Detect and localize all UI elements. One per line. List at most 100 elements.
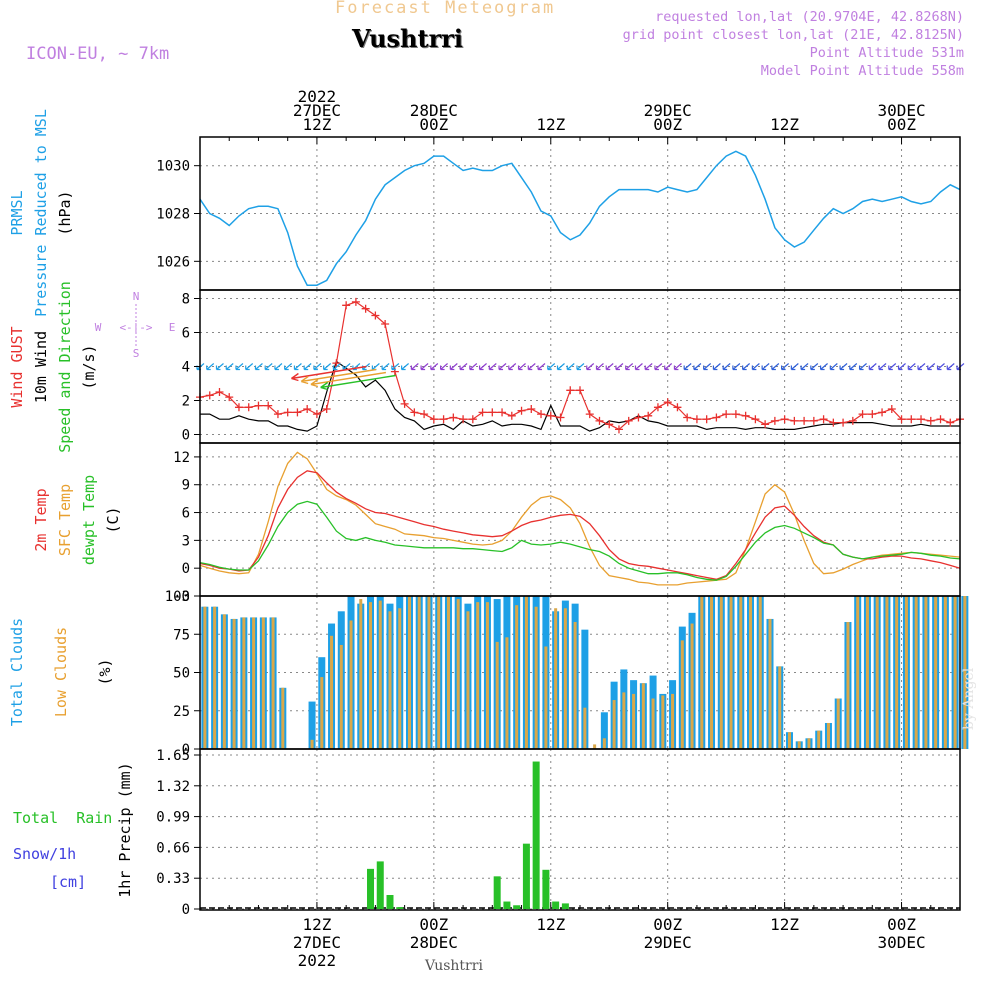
compass-n: N xyxy=(133,290,140,303)
gust-point-marker xyxy=(264,401,273,410)
low-cloud-bar xyxy=(271,617,275,749)
wind-direction-arrow xyxy=(547,363,556,371)
wind-direction-arrow xyxy=(810,363,819,371)
top-time-label: 28DEC xyxy=(410,101,458,120)
ytick-label-clouds: 50 xyxy=(173,666,190,682)
total-cloud-bar xyxy=(600,712,608,749)
location-title: Vushtrri xyxy=(352,24,463,53)
wind-direction-arrow xyxy=(293,363,302,371)
gust-point-marker xyxy=(273,410,282,419)
wind-direction-arrow xyxy=(381,363,390,371)
wind-direction-arrow xyxy=(566,363,575,371)
wind-direction-arrow xyxy=(732,363,741,371)
compass-arrow-h: <-|-> xyxy=(119,321,152,334)
wind-direction-arrow xyxy=(907,363,916,371)
gust-point-marker xyxy=(478,408,487,417)
gust-point-marker xyxy=(507,411,516,420)
wind-direction-arrow xyxy=(332,363,341,371)
low-cloud-bar xyxy=(261,617,265,749)
wind-direction-arrow xyxy=(790,363,799,371)
gust-point-marker xyxy=(829,418,838,427)
rain-bar xyxy=(386,895,394,909)
gust-point-marker xyxy=(332,359,341,368)
ytick-label-precip: 0.99 xyxy=(156,810,190,826)
gust-point-marker xyxy=(312,410,321,419)
gust-point-marker xyxy=(517,406,526,415)
legend-snow: Snow/1h xyxy=(13,845,77,863)
compass-w: W xyxy=(95,321,102,334)
bottom-time-label: 28DEC xyxy=(410,933,458,952)
wind-direction-arrow xyxy=(654,363,663,371)
low-cloud-bar xyxy=(914,596,918,749)
panel-label-wind: 10m Wind xyxy=(32,331,50,403)
rain-bar xyxy=(376,861,384,909)
low-cloud-bar xyxy=(895,596,899,749)
wind-direction-arrow xyxy=(829,363,838,371)
info-line-model-altitude: Model Point Altitude 558m xyxy=(760,63,964,79)
low-cloud-bar xyxy=(310,739,314,749)
low-cloud-bar xyxy=(787,732,791,749)
low-cloud-bar xyxy=(641,683,645,749)
wind-direction-arrow xyxy=(839,363,848,371)
gust-point-marker xyxy=(400,399,409,408)
wind-direction-arrow xyxy=(313,363,322,371)
gust-point-marker xyxy=(761,420,770,429)
credit-watermark: by Angel xyxy=(961,667,977,730)
low-cloud-bar xyxy=(612,700,616,749)
gust-point-marker xyxy=(342,301,351,310)
low-cloud-bar xyxy=(836,698,840,749)
gust-point-marker xyxy=(926,416,935,425)
gust-point-marker xyxy=(839,418,848,427)
gust-point-marker xyxy=(205,391,214,400)
low-cloud-bar xyxy=(583,707,587,749)
low-cloud-bar xyxy=(554,608,558,749)
ytick-label-clouds: 75 xyxy=(173,627,190,643)
wind-direction-arrow xyxy=(498,363,507,371)
top-time-label: 00Z xyxy=(419,115,448,134)
top-time-label: 30DEC xyxy=(877,101,925,120)
panel-label-wind: Speed and Direction xyxy=(56,281,74,453)
bottom-time-label: 29DEC xyxy=(644,933,692,952)
gust-point-marker xyxy=(585,410,594,419)
gust-point-marker xyxy=(702,415,711,424)
ytick-label-temp: -3 xyxy=(173,589,190,605)
bottom-time-label: 00Z xyxy=(887,915,916,934)
low-cloud-bar xyxy=(924,596,928,749)
ytick-label-wind: 0 xyxy=(182,428,190,444)
gust-point-marker xyxy=(858,410,867,419)
wind-direction-arrow xyxy=(274,363,283,371)
wind-direction-arrow xyxy=(693,363,702,371)
low-cloud-bar xyxy=(622,692,626,749)
wind-direction-arrow xyxy=(391,363,400,371)
gust-point-marker xyxy=(731,410,740,419)
rain-bar xyxy=(396,907,404,909)
low-cloud-bar xyxy=(407,596,411,749)
wind-direction-arrow xyxy=(946,363,955,371)
gust-point-marker xyxy=(722,410,731,419)
wind-direction-arrow xyxy=(235,363,244,371)
panel-label-temp: dewpt Temp xyxy=(80,475,98,565)
ytick-label-temp: 12 xyxy=(173,450,190,466)
bottom-time-label: 2022 xyxy=(298,951,337,970)
gust-point-marker xyxy=(634,413,643,422)
low-cloud-bar xyxy=(710,596,714,749)
gust-point-marker xyxy=(936,415,945,424)
low-cloud-bar xyxy=(817,730,821,749)
low-cloud-bar xyxy=(495,641,499,749)
low-cloud-bar xyxy=(359,599,363,749)
gust-point-marker xyxy=(946,418,955,427)
panel-label-temp: 2m Temp xyxy=(32,488,50,551)
rain-bar xyxy=(532,761,540,909)
low-cloud-bar xyxy=(943,596,947,749)
series-10m-wind-line xyxy=(200,360,960,432)
low-cloud-bar xyxy=(320,677,324,749)
wind-direction-arrow xyxy=(849,363,858,371)
ytick-label-pressure: 1030 xyxy=(156,159,190,175)
wind-direction-arrow xyxy=(644,363,653,371)
low-cloud-bar xyxy=(388,611,392,749)
top-time-label: 2022 xyxy=(298,87,337,106)
wind-direction-arrow xyxy=(469,363,478,371)
rain-bar xyxy=(552,901,560,909)
gust-point-marker xyxy=(673,403,682,412)
